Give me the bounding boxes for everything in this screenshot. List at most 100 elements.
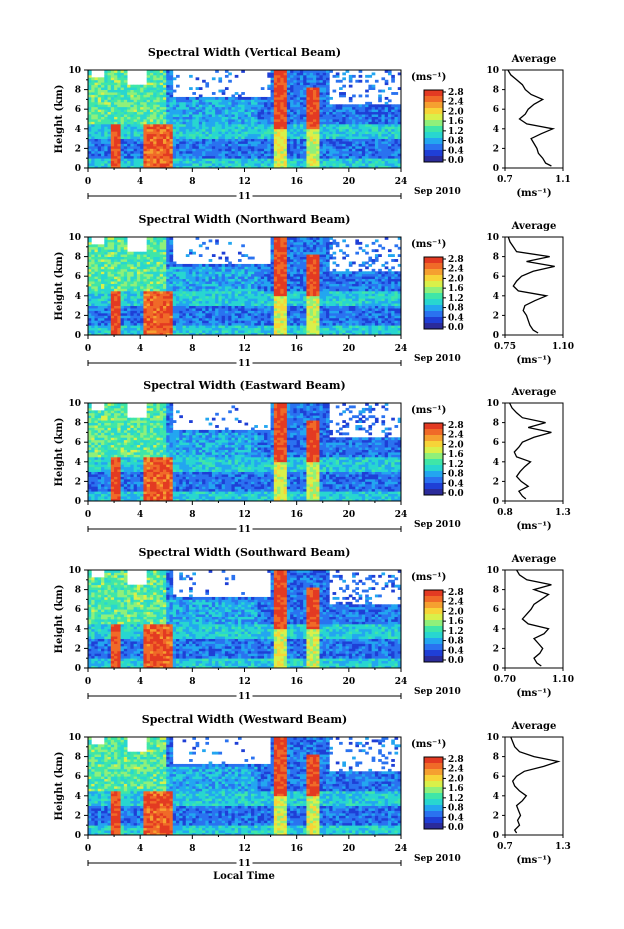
heatmap-cell [127, 116, 131, 120]
heatmap-cell [218, 79, 223, 83]
heatmap-cell [237, 310, 242, 314]
heatmap-cell [329, 148, 333, 152]
heatmap-cell [335, 138, 340, 142]
heatmap-cell [120, 136, 125, 139]
heatmap-cell [352, 119, 356, 122]
heatmap-cell [251, 145, 255, 149]
heatmap-cell [104, 288, 108, 292]
heatmap-cell [237, 116, 242, 120]
heatmap-cell [309, 104, 314, 108]
heatmap-cell [260, 153, 265, 157]
heatmap-cell [182, 141, 187, 144]
heatmap-cell [169, 96, 174, 100]
heatmap-cell [192, 273, 196, 277]
heatmap-cell [162, 136, 167, 139]
heatmap-cell [270, 77, 275, 81]
heatmap-cell [283, 126, 288, 130]
heatmap-cell [97, 271, 102, 275]
heatmap-cell [110, 104, 115, 108]
heatmap-cell [273, 123, 278, 127]
heatmap-cell [273, 99, 278, 103]
heatmap-cell [208, 332, 213, 336]
heatmap-cell [88, 158, 92, 162]
heatmap-cell [130, 261, 135, 265]
heatmap-cell [88, 92, 92, 95]
heatmap-cell [231, 148, 236, 152]
heatmap-cell [202, 320, 206, 324]
heatmap-cell [192, 251, 196, 255]
heatmap-cell [195, 273, 200, 277]
heatmap-cell [290, 163, 294, 166]
heatmap-cell [143, 322, 148, 326]
heatmap-cell [91, 332, 95, 336]
heatmap-cell [117, 106, 121, 110]
heatmap-cell [159, 237, 164, 240]
heatmap-cell [133, 150, 138, 154]
heatmap-cell [264, 116, 268, 120]
heatmap-cell [153, 266, 157, 270]
heatmap-cell [348, 138, 353, 142]
heatmap-cell [117, 327, 121, 331]
heatmap-cell [303, 87, 307, 90]
heatmap-cell [264, 121, 268, 125]
heatmap-cell [107, 131, 112, 135]
heatmap-cell [146, 153, 151, 157]
heatmap-cell [162, 111, 167, 115]
heatmap-cell [280, 133, 285, 137]
heatmap-cell [316, 109, 320, 113]
heatmap-cell [267, 84, 271, 88]
heatmap-cell [296, 116, 301, 120]
heatmap-cell [309, 133, 314, 137]
heatmap-cell [153, 278, 157, 282]
heatmap-cell [182, 111, 187, 115]
heatmap-cell [322, 119, 327, 122]
heatmap-cell [133, 128, 138, 132]
heatmap-cell [231, 109, 236, 113]
heatmap-cell [94, 119, 99, 122]
heatmap-cell [169, 317, 174, 321]
heatmap-cell [352, 165, 356, 169]
heatmap-cell [169, 87, 174, 90]
heatmap-cell [368, 160, 373, 164]
heatmap-cell [312, 106, 317, 110]
heatmap-cell [205, 84, 210, 88]
heatmap-cell [104, 148, 108, 152]
heatmap-cell [117, 89, 121, 93]
heatmap-cell [260, 87, 265, 90]
colorbar-unit: (ms⁻¹) [411, 72, 446, 83]
heatmap-cell [293, 101, 298, 105]
heatmap-cell [123, 145, 128, 149]
heatmap-cell [172, 300, 177, 304]
heatmap-cell [387, 72, 392, 76]
heatmap-cell [166, 317, 170, 321]
heatmap-cell [228, 148, 232, 152]
heatmap-cell [117, 276, 121, 280]
heatmap-cell [234, 332, 239, 336]
heatmap-cell [123, 70, 128, 73]
heatmap-cell [299, 128, 304, 132]
heatmap-cell [270, 104, 275, 108]
heatmap-cell [182, 317, 187, 321]
heatmap-cell [123, 288, 128, 292]
heatmap-cell [104, 138, 108, 142]
heatmap-cell [378, 165, 382, 169]
heatmap-cell [114, 298, 118, 302]
heatmap-cell [172, 305, 177, 309]
heatmap-cell [224, 278, 229, 282]
heatmap-cell [94, 327, 99, 331]
heatmap-cell [149, 77, 154, 81]
heatmap-cell [280, 128, 285, 132]
heatmap-cell [120, 99, 125, 103]
heatmap-cell [224, 305, 229, 309]
heatmap-cell [273, 106, 278, 110]
heatmap-cell [260, 165, 265, 169]
heatmap-cell [267, 143, 271, 147]
heatmap-cell [234, 271, 239, 275]
heatmap-cell [365, 79, 369, 83]
heatmap-cell [182, 271, 187, 275]
heatmap-cell [306, 84, 311, 88]
heatmap-cell [88, 114, 92, 117]
heatmap-cell [224, 288, 229, 292]
heatmap-cell [117, 150, 121, 154]
heatmap-cell [146, 158, 151, 162]
